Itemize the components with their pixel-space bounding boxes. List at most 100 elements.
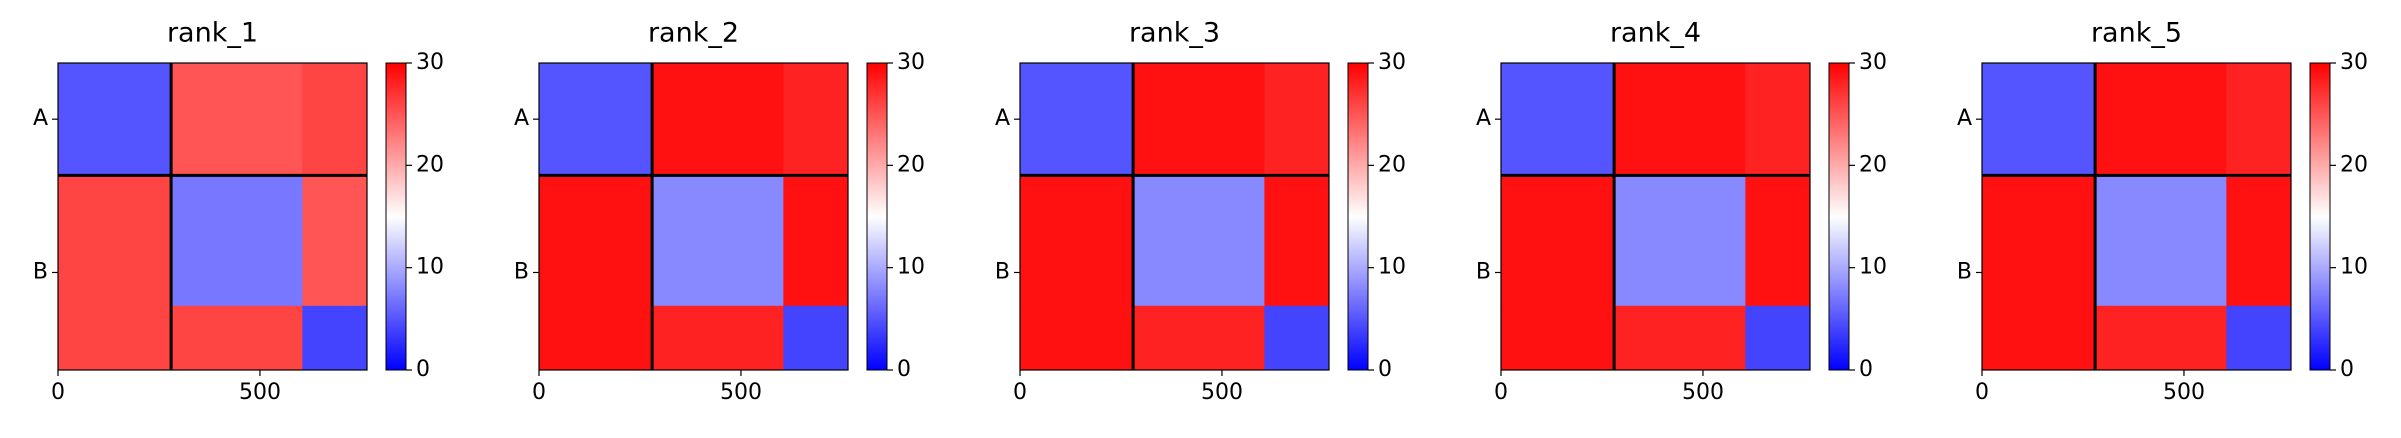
heatmap-cell [1614, 63, 1746, 176]
colorbar-tick-label: 10 [897, 255, 925, 280]
heatmap-cell [302, 175, 368, 307]
heatmap-cell [171, 63, 303, 176]
colorbar-tick-label: 10 [1859, 255, 1887, 280]
x-tick-label: 500 [720, 380, 762, 405]
heatmap-cell [1501, 175, 1615, 307]
heatmap-cell [1501, 63, 1615, 176]
colorbar-tick-label: 10 [1378, 255, 1406, 280]
heatmap-cell [171, 305, 303, 371]
colorbar-tick-label: 0 [897, 357, 911, 382]
colorbar-tick-label: 0 [2340, 357, 2354, 382]
heatmap-cell [1020, 175, 1134, 307]
colorbar-tick-label: 20 [2340, 152, 2368, 177]
heatmap-cell [58, 63, 172, 176]
axes-frame [57, 62, 368, 371]
heatmap-cell [1264, 63, 1330, 176]
chart-title: rank_3 [1129, 18, 1220, 49]
axes-frame [538, 62, 849, 371]
heatmap-cell [2095, 175, 2227, 307]
chart-title: rank_2 [648, 18, 739, 49]
colorbar [1347, 62, 1369, 371]
y-tick-label: B [514, 259, 529, 284]
colorbar-tick-label: 0 [1378, 357, 1392, 382]
colorbar-tick-label: 20 [897, 152, 925, 177]
y-tick-label: B [33, 259, 48, 284]
heatmap-cell [1020, 305, 1134, 371]
heatmap-cell [1614, 305, 1746, 371]
heatmap-cell [1133, 305, 1265, 371]
heatmap-cell [1133, 175, 1265, 307]
axes-frame [1500, 62, 1811, 371]
axes-frame [1019, 62, 1330, 371]
heatmap-cell [58, 175, 172, 307]
heatmap-cell [1264, 305, 1330, 371]
y-tick-label: A [1957, 106, 1972, 131]
x-tick-label: 0 [1013, 380, 1027, 405]
chart-title: rank_1 [167, 18, 258, 49]
y-tick-label: B [995, 259, 1010, 284]
heatmap-cell [1745, 305, 1811, 371]
colorbar-tick-label: 30 [1859, 50, 1887, 75]
colorbar-tick-label: 10 [416, 255, 444, 280]
colorbar-tick-label: 0 [1859, 357, 1873, 382]
x-tick-label: 0 [51, 380, 65, 405]
colorbar-tick-label: 30 [897, 50, 925, 75]
y-tick-label: A [995, 106, 1010, 131]
y-tick-label: B [1957, 259, 1972, 284]
x-tick-label: 500 [2163, 380, 2205, 405]
chart-title: rank_5 [2091, 18, 2182, 49]
heatmap-cell [171, 175, 303, 307]
heatmap-cell [652, 305, 784, 371]
y-tick-label: A [514, 106, 529, 131]
heatmap-cell [1264, 175, 1330, 307]
heatmap-cell [302, 305, 368, 371]
x-tick-label: 0 [1494, 380, 1508, 405]
heatmap-cell [302, 63, 368, 176]
colorbar-tick-label: 30 [416, 50, 444, 75]
y-tick-label: A [33, 106, 48, 131]
x-tick-label: 500 [1682, 380, 1724, 405]
heatmap-cell [1982, 63, 2096, 176]
y-tick-label: B [1476, 259, 1491, 284]
heatmap-cell [1745, 175, 1811, 307]
colorbar-tick-label: 30 [1378, 50, 1406, 75]
x-tick-label: 0 [532, 380, 546, 405]
colorbar [2309, 62, 2331, 371]
heatmap-cell [58, 305, 172, 371]
heatmap-cell [1133, 63, 1265, 176]
heatmap-cell [539, 175, 653, 307]
colorbar-tick-label: 0 [416, 357, 430, 382]
chart-title: rank_4 [1610, 18, 1701, 49]
heatmap-cell [539, 63, 653, 176]
colorbar-tick-label: 30 [2340, 50, 2368, 75]
heatmap-cell [539, 305, 653, 371]
heatmap-cell [783, 63, 849, 176]
y-tick-label: A [1476, 106, 1491, 131]
x-tick-label: 0 [1975, 380, 1989, 405]
heatmap-cell [652, 175, 784, 307]
heatmap-cell [2226, 175, 2292, 307]
heatmap-cell [2095, 305, 2227, 371]
heatmap-cell [783, 175, 849, 307]
heatmap-cell [2095, 63, 2227, 176]
heatmap-cell [2226, 63, 2292, 176]
axes-frame [1981, 62, 2292, 371]
colorbar [1828, 62, 1850, 371]
colorbar-tick-label: 10 [2340, 255, 2368, 280]
x-tick-label: 500 [239, 380, 281, 405]
heatmap-cell [1501, 305, 1615, 371]
heatmap-cell [1020, 63, 1134, 176]
heatmap-cell [783, 305, 849, 371]
heatmap-cell [1614, 175, 1746, 307]
colorbar [385, 62, 407, 371]
heatmap-cell [2226, 305, 2292, 371]
colorbar-tick-label: 20 [416, 152, 444, 177]
heatmap-cell [652, 63, 784, 176]
heatmap-cell [1745, 63, 1811, 176]
colorbar-tick-label: 20 [1859, 152, 1887, 177]
x-tick-label: 500 [1201, 380, 1243, 405]
colorbar-tick-label: 20 [1378, 152, 1406, 177]
heatmap-cell [1982, 305, 2096, 371]
colorbar [866, 62, 888, 371]
